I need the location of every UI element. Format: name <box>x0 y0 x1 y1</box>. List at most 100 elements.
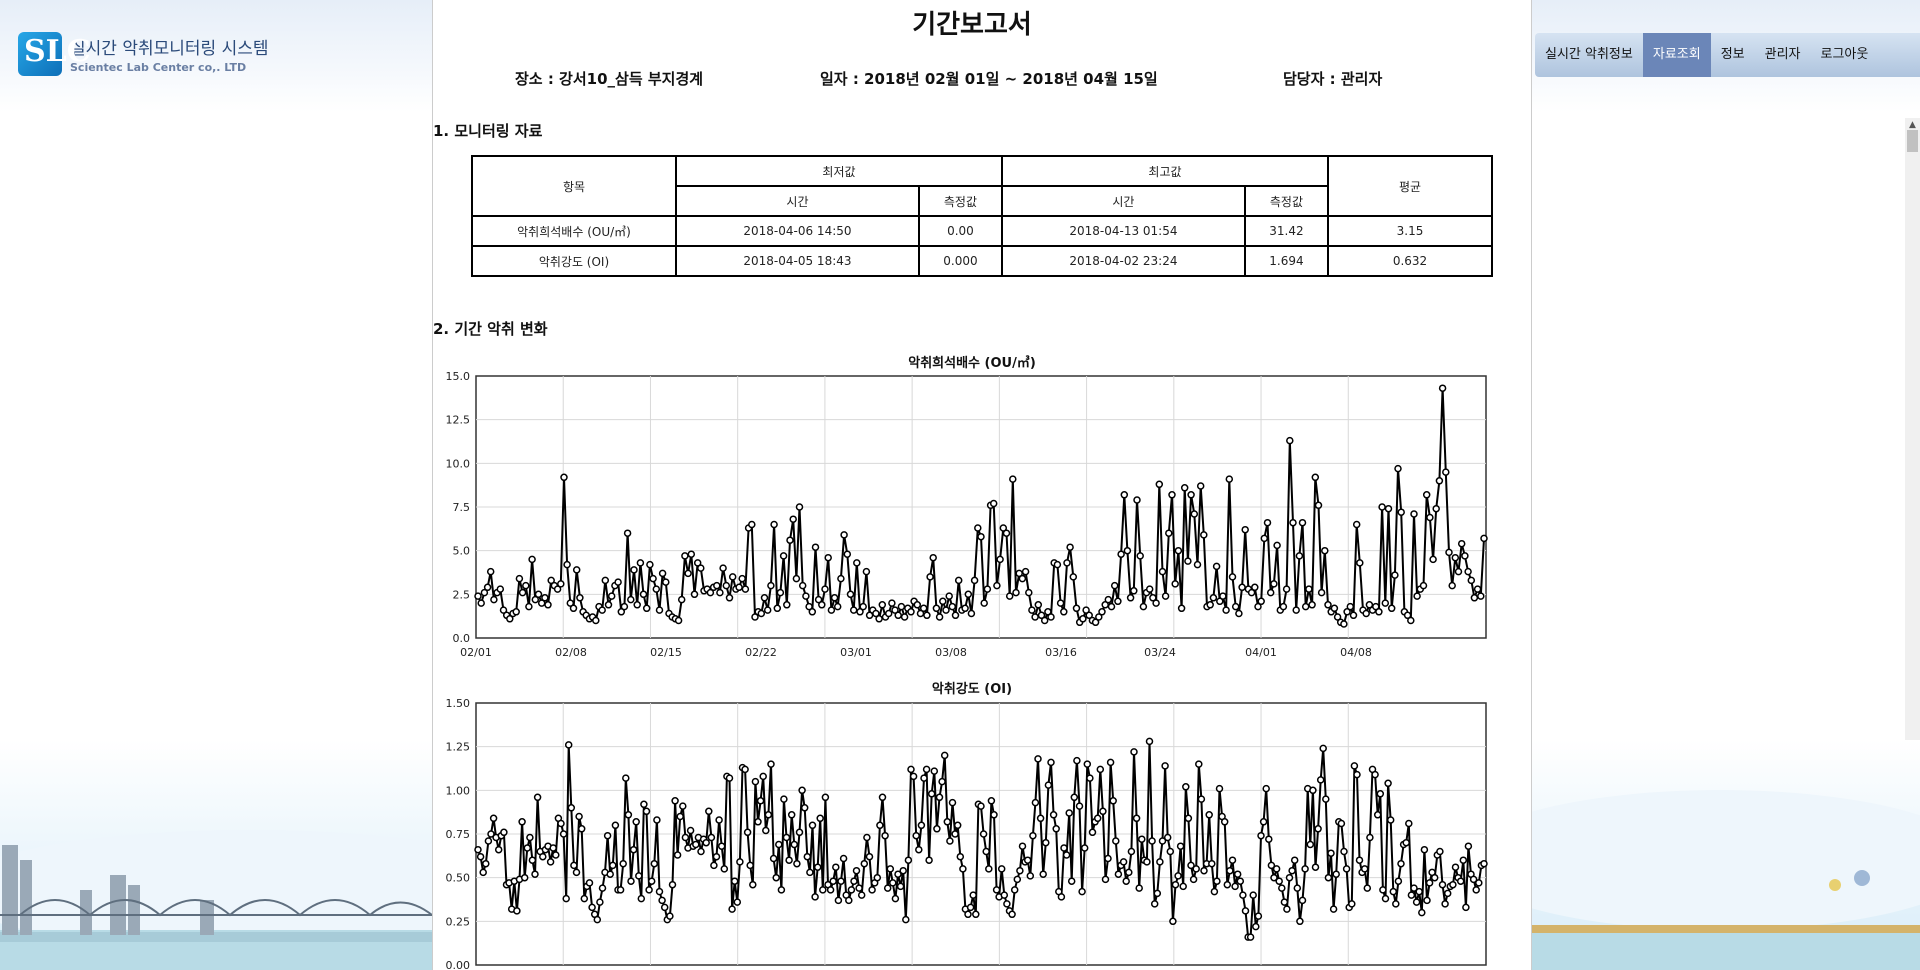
data-point <box>642 604 651 613</box>
data-point <box>1469 875 1478 884</box>
data-point <box>1306 840 1315 849</box>
data-point <box>539 852 547 861</box>
data-point <box>692 840 700 849</box>
data-point <box>1314 501 1323 510</box>
data-point <box>1117 550 1125 558</box>
data-point <box>767 760 775 768</box>
y-tick-label: 5.0 <box>453 545 471 558</box>
data-point <box>1288 866 1296 875</box>
data-point <box>961 604 969 613</box>
data-point <box>1252 922 1260 931</box>
data-point <box>1376 790 1385 798</box>
data-point <box>494 845 503 854</box>
data-point <box>942 606 950 614</box>
data-point <box>549 844 557 852</box>
y-tick-label: 0.75 <box>446 828 471 841</box>
data-point <box>627 877 635 885</box>
data-point <box>967 609 976 618</box>
nav-item-data-query[interactable]: 자료조회 <box>1642 33 1711 77</box>
data-point <box>938 777 946 786</box>
data-point <box>596 898 604 906</box>
page-scroll-thumb[interactable] <box>1907 130 1918 152</box>
data-point <box>1397 508 1405 516</box>
data-point <box>1187 491 1195 499</box>
data-point <box>1407 616 1415 625</box>
data-point <box>1459 856 1468 864</box>
table-row: 악취희석배수 (OU/㎥) 2018-04-06 14:50 0.00 2018… <box>471 215 1493 247</box>
data-point <box>547 576 555 585</box>
header-max-value: 측정값 <box>1243 185 1330 217</box>
data-point <box>741 585 750 593</box>
data-point <box>619 859 627 868</box>
nav-item-admin[interactable]: 관리자 <box>1764 47 1801 62</box>
data-point <box>674 616 683 625</box>
data-point <box>999 524 1008 532</box>
data-point <box>992 886 1001 894</box>
data-point <box>859 602 867 611</box>
data-point <box>884 609 893 618</box>
data-point <box>1449 880 1457 889</box>
data-point <box>562 894 570 903</box>
x-tick-label: 03/16 <box>1045 646 1077 659</box>
data-point <box>484 837 493 845</box>
data-point <box>865 852 874 861</box>
data-point <box>1171 880 1180 889</box>
data-point <box>1372 602 1380 611</box>
data-point <box>525 602 533 611</box>
data-point <box>840 531 848 539</box>
data-point <box>1286 436 1294 445</box>
data-point <box>741 765 749 774</box>
data-point <box>974 524 982 532</box>
data-point <box>790 840 799 849</box>
data-point <box>1448 581 1456 590</box>
data-point <box>948 798 957 807</box>
data-point <box>580 894 589 903</box>
data-point <box>1099 807 1107 816</box>
data-point <box>560 473 568 482</box>
data-point <box>833 602 842 611</box>
nav-item-logout[interactable]: 로그아웃 <box>1820 47 1869 62</box>
data-point <box>735 583 743 592</box>
scroll-up-icon[interactable]: ▲ <box>1909 120 1916 130</box>
data-point <box>588 903 596 912</box>
data-point <box>919 604 928 613</box>
data-point <box>1174 546 1183 555</box>
data-point <box>1119 858 1128 866</box>
nav-item-realtime[interactable]: 실시간 악취정보 <box>1545 47 1633 62</box>
data-point <box>1196 482 1205 490</box>
data-point <box>780 795 788 803</box>
data-point <box>598 884 607 892</box>
data-point <box>1005 592 1014 600</box>
data-point <box>1329 905 1338 913</box>
data-point <box>1337 819 1346 828</box>
data-point <box>645 886 653 894</box>
data-point <box>652 585 661 593</box>
data-point <box>636 559 645 567</box>
data-point <box>865 611 874 620</box>
data-point <box>1205 811 1213 819</box>
data-point <box>1391 571 1399 579</box>
data-point <box>1278 884 1286 892</box>
nav-item-info[interactable]: 정보 <box>1720 47 1745 62</box>
app-title: 실시간 악취모니터링 시스템 <box>70 39 269 59</box>
data-point <box>891 894 900 903</box>
data-point <box>743 828 752 837</box>
y-tick-label: 15.0 <box>446 370 471 383</box>
data-point <box>987 797 996 805</box>
data-point <box>614 578 622 586</box>
data-point <box>553 585 562 593</box>
data-point <box>526 833 534 842</box>
data-point <box>684 569 692 578</box>
data-point <box>609 861 617 870</box>
data-point <box>637 894 646 903</box>
data-point <box>985 865 993 873</box>
data-point <box>940 751 949 760</box>
x-tick-label: 03/01 <box>840 646 872 659</box>
data-point <box>728 573 737 581</box>
data-point <box>1065 809 1073 817</box>
data-point <box>782 833 791 842</box>
app-logo[interactable]: SLC 실시간 악취모니터링 시스템 Scientec Lab Center c… <box>18 32 269 76</box>
data-point <box>697 564 705 572</box>
data-point <box>1053 560 1062 569</box>
data-point <box>1473 585 1482 593</box>
